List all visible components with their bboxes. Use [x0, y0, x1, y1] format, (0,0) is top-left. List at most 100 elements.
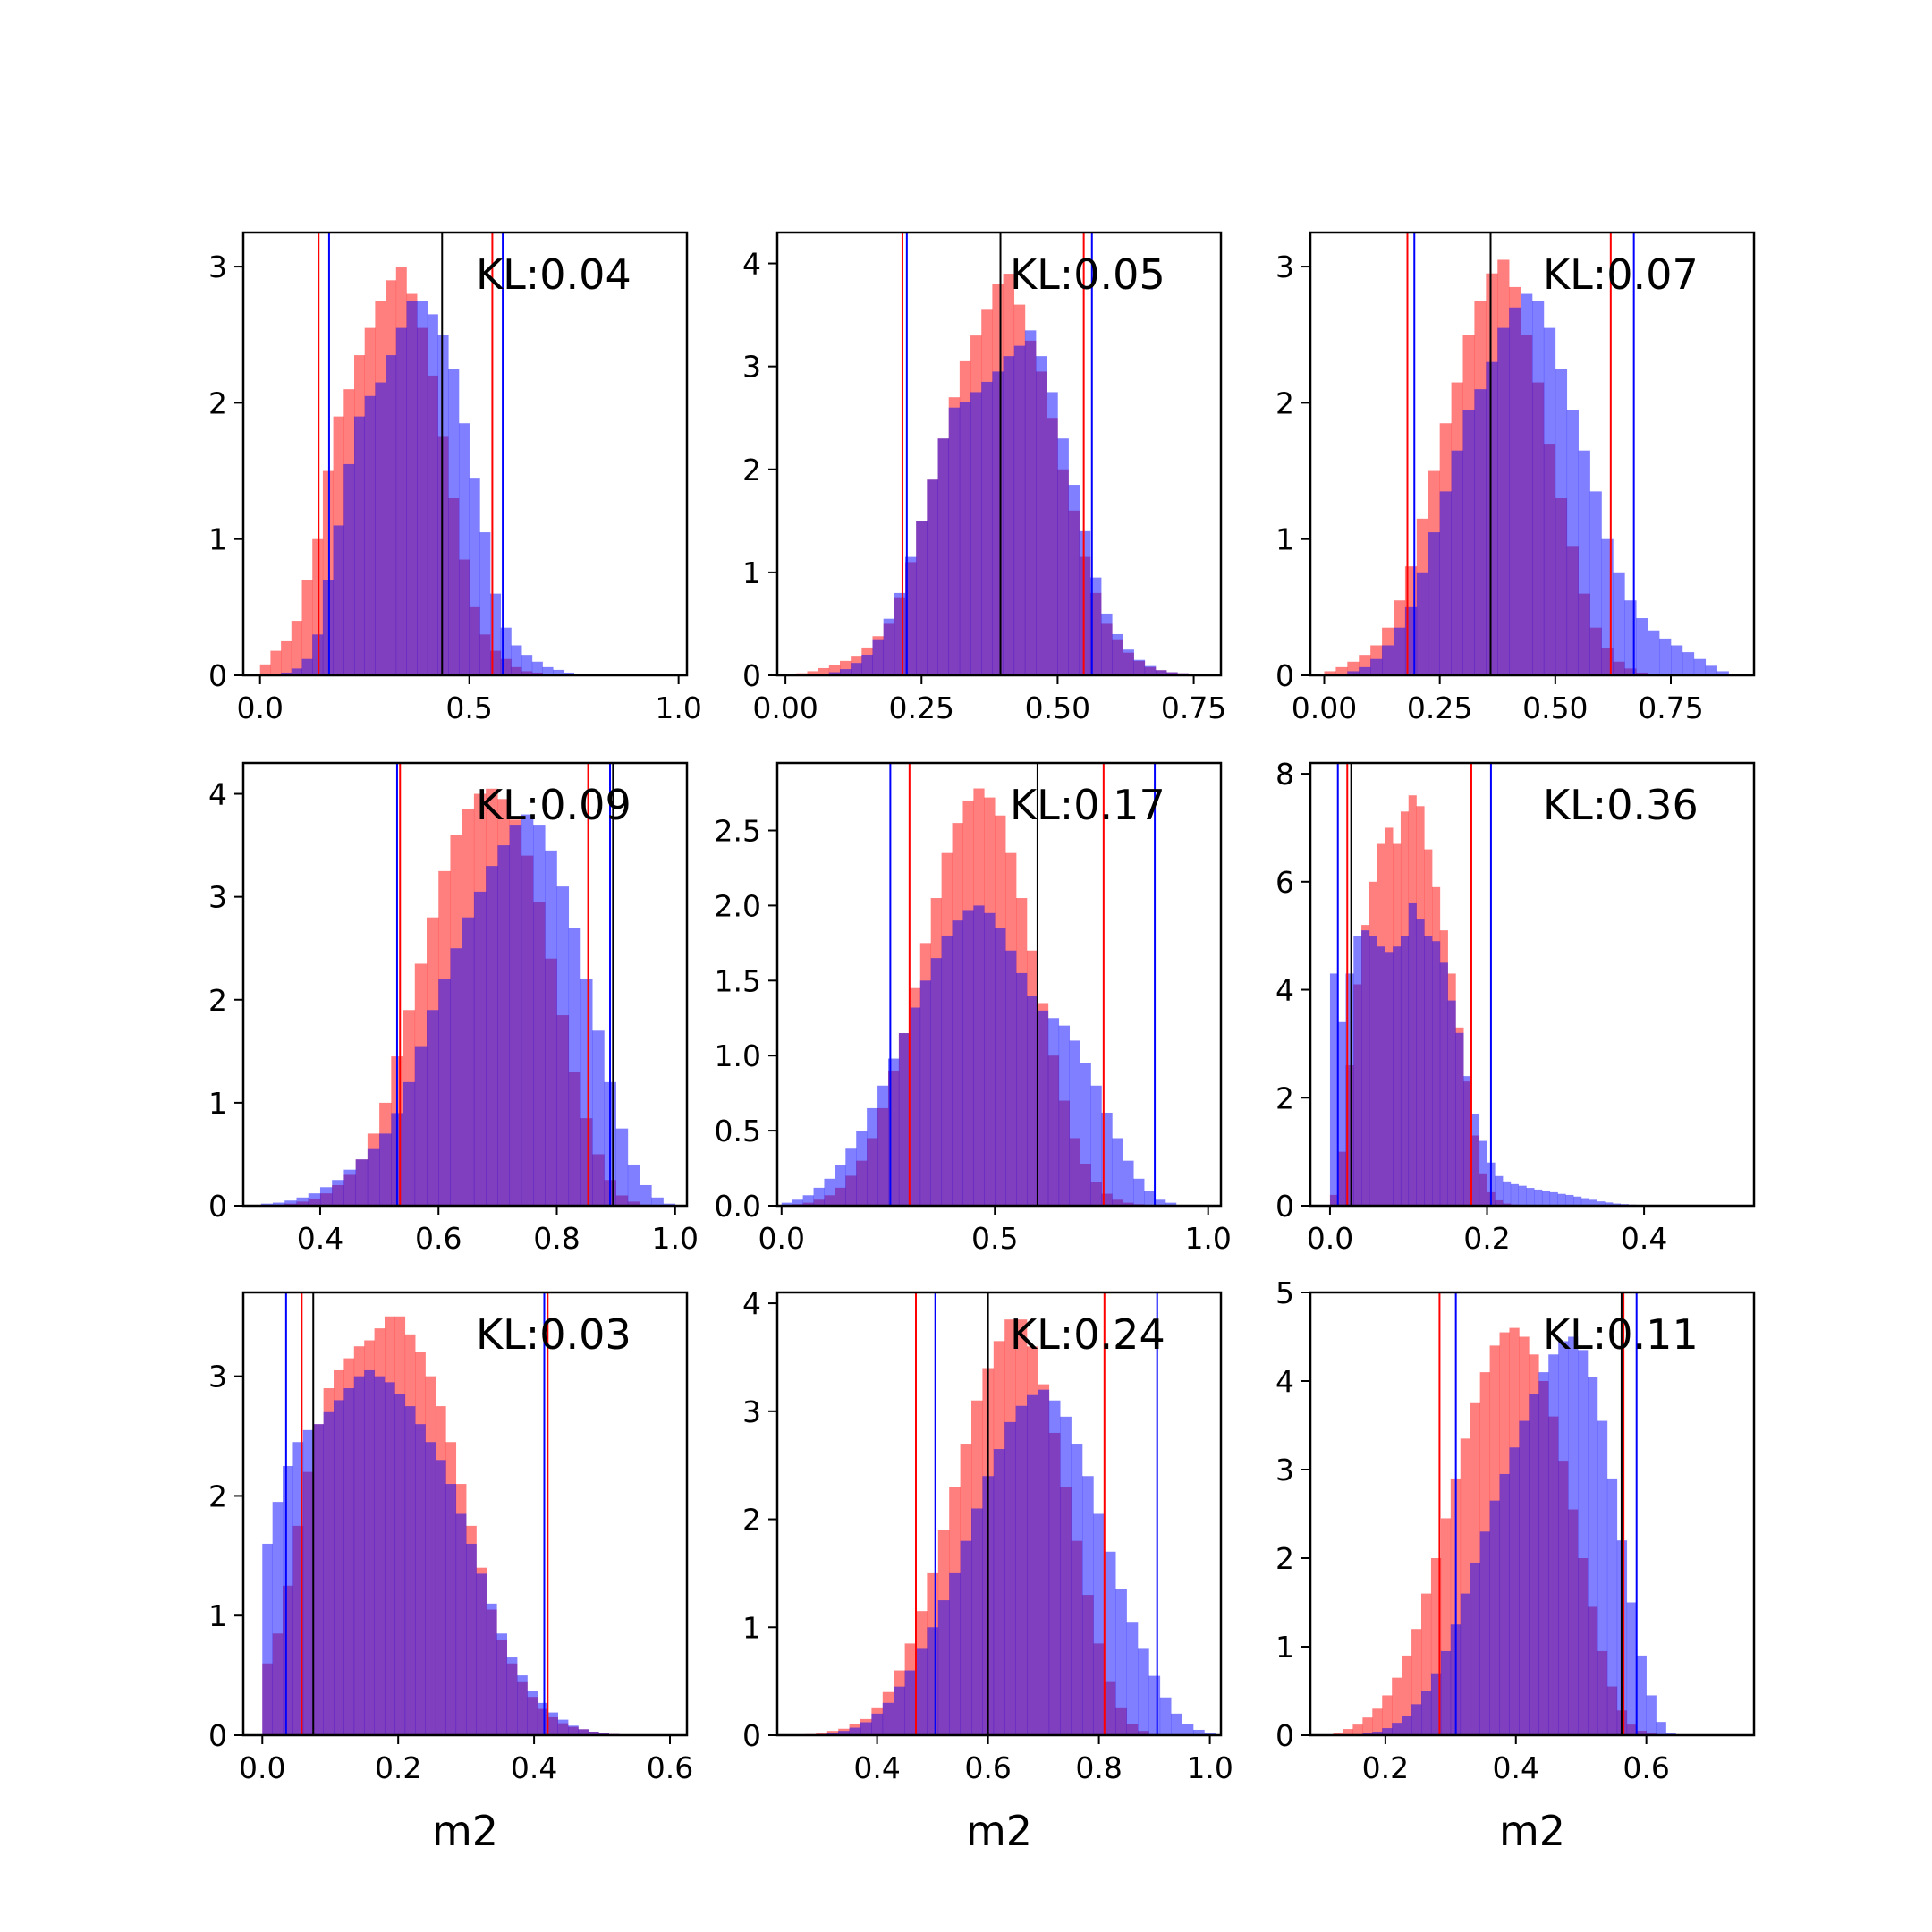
plot-area: [1333, 1292, 1676, 1735]
histogram-bar: [497, 845, 510, 1206]
histogram-bar: [959, 402, 971, 675]
histogram-bar: [500, 627, 512, 675]
histogram-bar: [466, 1543, 477, 1735]
histogram-bar: [1394, 627, 1406, 675]
histogram-bar: [1555, 369, 1568, 675]
x-tick-label: 0.6: [415, 1221, 462, 1256]
histogram-bar: [941, 935, 953, 1206]
histogram-bar: [301, 658, 313, 675]
histogram-bar: [838, 1731, 850, 1735]
histogram-bar: [916, 1648, 928, 1735]
y-tick-label: 0: [1275, 1718, 1294, 1753]
histogram-bar: [1439, 491, 1452, 675]
x-tick-label: 1.0: [1186, 1750, 1233, 1785]
histogram-bar: [984, 912, 996, 1206]
x-tick-label: 0.6: [964, 1750, 1011, 1785]
histogram-bar: [1421, 1593, 1432, 1735]
axes-frame: [242, 231, 689, 677]
histogram-bar: [981, 381, 993, 675]
histogram-bar: [425, 1442, 436, 1735]
y-tick-label: 2: [1275, 1080, 1294, 1115]
histogram-bar: [273, 1202, 285, 1206]
x-tick-label: 0.0: [758, 1221, 805, 1256]
histogram-bar: [1079, 530, 1091, 675]
histogram-bar: [845, 1148, 857, 1206]
histogram-bar: [807, 671, 818, 675]
plot-area: [262, 1292, 620, 1735]
histogram-bar: [1538, 1372, 1549, 1735]
histogram-bar: [1424, 936, 1433, 1206]
histogram-bar: [545, 850, 557, 1206]
histogram-bar: [427, 1010, 439, 1206]
histogram-blue: [1335, 293, 1741, 675]
x-tick-label: 1.0: [652, 1221, 699, 1256]
histogram-bar: [1503, 1181, 1512, 1206]
x-tick-label: 0.50: [1522, 691, 1588, 725]
histogram-bar: [1432, 941, 1441, 1206]
histogram-bar: [1455, 1032, 1464, 1206]
histogram-bar: [313, 1424, 324, 1735]
histogram-bar: [406, 301, 418, 675]
histogram-bar: [1166, 672, 1178, 675]
histogram-bar: [1193, 1729, 1205, 1735]
histogram-bar: [1112, 633, 1123, 675]
kl-annotation: KL:0.24: [1010, 1310, 1165, 1359]
histogram-bar: [404, 1406, 416, 1735]
histogram-bar: [1093, 1513, 1106, 1735]
histogram-blue: [818, 330, 1199, 675]
y-tick-label: 4: [208, 777, 227, 812]
histogram-bar: [1408, 902, 1417, 1206]
histogram-bar: [1626, 1602, 1638, 1735]
histogram-bar: [437, 335, 449, 675]
histogram-bar: [861, 654, 873, 675]
subplot-4: 0.4 0.6 0.8 1.0 0 1 2 3 4 KL:0.09: [208, 761, 699, 1256]
y-tick-label: 5: [1275, 1275, 1294, 1310]
histogram-bar: [1165, 1202, 1177, 1206]
kl-annotation: KL:0.03: [476, 1310, 631, 1359]
histogram-bar: [1568, 1336, 1579, 1735]
histogram-bar: [1402, 1716, 1412, 1735]
histogram-bar: [1636, 1655, 1647, 1735]
histogram-bar: [435, 1460, 446, 1735]
histogram-bar: [992, 371, 1004, 675]
y-tick-label: 0.5: [715, 1114, 761, 1148]
histogram-bar: [1345, 973, 1354, 1206]
histogram-bar: [1447, 1000, 1456, 1206]
histogram-bar: [476, 1573, 487, 1735]
x-tick-label: 0.0: [239, 1750, 285, 1785]
histogram-bar: [322, 470, 334, 675]
histogram-bar: [1133, 1178, 1145, 1206]
histogram-bar: [1005, 950, 1017, 1206]
histogram-bar: [479, 532, 491, 675]
histogram-bar: [415, 1424, 426, 1735]
histogram-bar: [1038, 1389, 1050, 1735]
histogram-bar: [1361, 930, 1370, 1206]
histogram-bar: [1646, 1695, 1657, 1735]
x-tick-label: 0.2: [1362, 1750, 1409, 1785]
histogram-bar: [1144, 665, 1157, 675]
histogram-bar: [312, 634, 324, 675]
histogram-bar: [517, 1675, 528, 1735]
histogram-bar: [1382, 1728, 1393, 1735]
histogram-bar: [1048, 1400, 1061, 1735]
y-tick-label: 2: [1275, 386, 1294, 420]
plot-area: [259, 233, 596, 675]
x-tick-label: 1.0: [1184, 1221, 1231, 1256]
histogram-bar: [828, 665, 841, 675]
histogram-bar: [272, 1502, 284, 1735]
histogram-bar: [509, 825, 522, 1206]
histogram-bar: [1004, 1421, 1016, 1735]
histogram-bar: [322, 580, 334, 675]
y-tick-label: 2: [742, 1503, 761, 1538]
y-tick-label: 4: [1275, 973, 1294, 1008]
histogram-bar: [993, 1449, 1005, 1735]
subplot-6: 0.0 0.2 0.4 0 2 4 6 8 KL:0.36: [1275, 757, 1756, 1256]
histogram-bar: [1411, 1704, 1422, 1735]
histogram-bar: [598, 1733, 609, 1735]
histogram-bar: [973, 905, 985, 1206]
histogram-bar: [394, 1394, 406, 1735]
histogram-blue: [1329, 902, 1645, 1206]
x-tick-label: 0.4: [511, 1750, 557, 1785]
histogram-bar: [367, 1148, 380, 1206]
histogram-bar: [962, 910, 974, 1206]
